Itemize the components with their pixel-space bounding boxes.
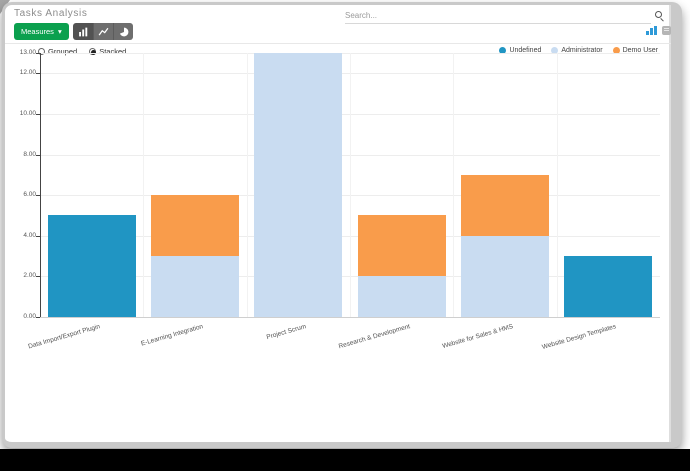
mode-option-grouped[interactable]: Grouped [38, 47, 77, 56]
bar-chart-button[interactable] [73, 23, 93, 40]
y-axis-tick [36, 317, 40, 318]
grid-view-icon[interactable] [662, 26, 671, 35]
mode-selector: Grouped Stacked [38, 47, 126, 56]
y-axis-tick [36, 276, 40, 278]
x-gridline [246, 53, 248, 317]
mode-option-label: Stacked [99, 47, 127, 56]
chart-type-button-group [73, 23, 133, 40]
bar-segment[interactable] [151, 195, 239, 257]
legend-color-dot [499, 47, 507, 54]
bar-segment[interactable] [564, 256, 653, 317]
y-axis-tick-label: 0.00 [23, 313, 36, 320]
pie-chart-button[interactable] [113, 23, 133, 40]
page-title: Tasks Analysis [14, 8, 88, 19]
line-chart-button[interactable] [93, 23, 113, 40]
bar-segment[interactable] [151, 256, 239, 317]
toolbar-divider [5, 43, 671, 44]
legend-item[interactable]: Undefined [499, 47, 541, 54]
background-band [0, 449, 690, 471]
line-chart-icon [98, 27, 109, 35]
y-axis-tick-label: 6.00 [23, 191, 36, 199]
y-axis-line [40, 53, 41, 317]
y-axis-tick [36, 235, 40, 237]
legend-item[interactable]: Demo User [612, 47, 658, 54]
app-window: Tasks Analysis Measures ▾ [2, 2, 682, 448]
radio-icon [89, 48, 97, 55]
bar-segment[interactable] [254, 53, 343, 317]
y-axis-tick [36, 73, 40, 75]
measures-button[interactable]: Measures ▾ [14, 23, 69, 40]
search-input[interactable] [345, 8, 651, 24]
bar-segment[interactable] [461, 235, 549, 317]
y-axis-tick-label: 8.00 [23, 150, 36, 158]
legend-label: Demo User [622, 47, 658, 54]
pie-chart-icon [119, 27, 128, 36]
bar-segment[interactable] [357, 215, 446, 277]
x-gridline [556, 53, 558, 317]
y-axis-tick-label: 2.00 [23, 272, 36, 280]
bar-segment[interactable] [47, 215, 136, 317]
y-axis-tick-label: 4.00 [23, 231, 36, 239]
measures-label: Measures [21, 27, 54, 36]
bar-chart-icon [78, 27, 87, 36]
mode-option-stacked[interactable]: Stacked [89, 47, 126, 56]
search-icon[interactable] [655, 11, 662, 18]
window-content: Tasks Analysis Measures ▾ [5, 5, 671, 442]
x-axis-line [40, 317, 660, 318]
y-axis-tick-label: 12.00 [19, 69, 36, 77]
legend-label: Undefined [509, 47, 542, 54]
legend-item[interactable]: Administrator [551, 47, 603, 54]
y-axis-tick [36, 195, 40, 197]
bar-segment[interactable] [357, 276, 446, 317]
y-axis-tick-label: 13.00 [19, 49, 36, 56]
x-gridline [453, 53, 455, 317]
legend-color-dot [551, 47, 559, 54]
view-switcher [646, 26, 671, 35]
radio-icon [38, 48, 45, 55]
bar-segment[interactable] [461, 174, 549, 236]
x-gridline [143, 53, 145, 317]
y-axis-tick-label: 10.00 [19, 109, 36, 117]
caret-down-icon: ▾ [57, 27, 62, 36]
y-axis-tick [36, 154, 40, 156]
x-gridline [350, 53, 351, 317]
legend-color-dot [612, 47, 620, 54]
y-axis-tick [36, 53, 40, 54]
graph-view-icon[interactable] [646, 26, 657, 35]
mode-option-label: Grouped [48, 47, 78, 56]
legend-label: Administrator [561, 47, 603, 54]
x-axis-label: Data Import/Export Plugin [27, 323, 101, 351]
chart-legend: Undefined Administrator Demo User [499, 47, 658, 54]
y-axis-tick [36, 113, 40, 115]
